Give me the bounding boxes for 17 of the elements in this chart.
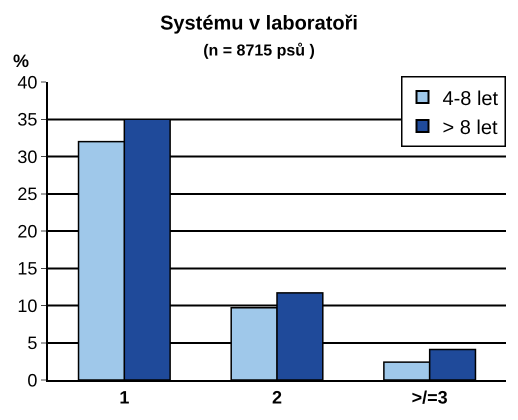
chart-title: Systému v laboratoři	[160, 12, 358, 34]
y-tick-label: 5	[27, 333, 38, 354]
y-tick-label: 15	[17, 258, 38, 279]
y-tick-label: 20	[17, 221, 38, 242]
y-tick-label: 25	[17, 184, 38, 204]
y-tick-label: 30	[17, 146, 38, 167]
legend-label: 4-8 let	[442, 88, 499, 110]
y-axis-title: %	[13, 51, 30, 71]
y-tick-label: 0	[27, 370, 38, 390]
y-tick-label: 35	[17, 110, 38, 130]
chart-subtitle: (n = 8715 psů )	[203, 42, 315, 60]
x-tick-label: >/=3	[412, 388, 448, 408]
legend-label: > 8 let	[442, 116, 498, 139]
y-tick-label: 10	[17, 296, 38, 316]
x-tick-label: 2	[272, 388, 282, 408]
y-tick-label: 40	[17, 72, 38, 92]
x-tick-label: 1	[119, 388, 130, 408]
